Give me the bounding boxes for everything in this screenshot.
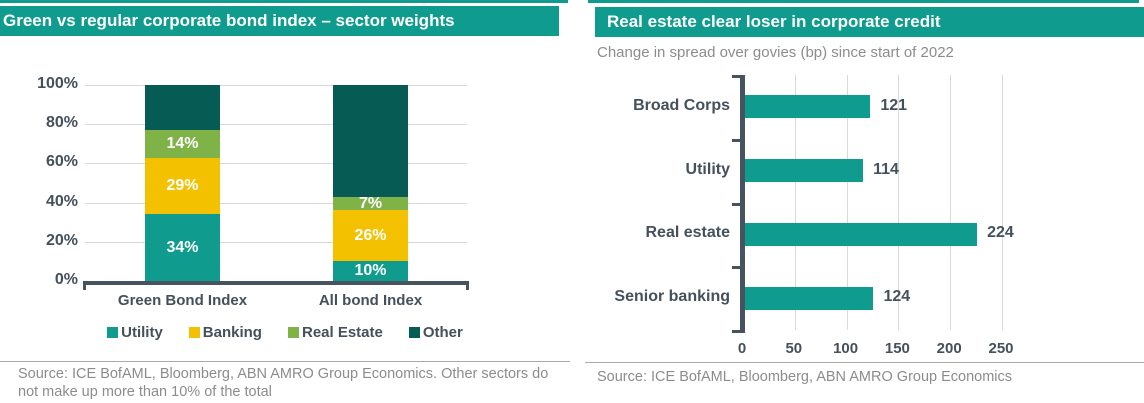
x-tick-label: 100 <box>833 340 859 357</box>
bar-segment <box>333 85 408 197</box>
gridline <box>85 163 467 165</box>
gridline <box>898 75 900 330</box>
gridline <box>85 202 467 204</box>
category-label: Real estate <box>645 224 731 242</box>
x-tick-label: 250 <box>988 340 1014 357</box>
right-panel: Real estate clear loser in corporate cre… <box>585 0 1144 403</box>
axis-tick <box>732 75 740 78</box>
legend: Utility Banking Real Estate Other <box>0 322 570 342</box>
x-tick-label: 0 <box>737 340 747 357</box>
bar-segment <box>145 214 220 281</box>
legend-item: Utility <box>107 324 163 341</box>
left-source-note: Source: ICE BofAML, Bloomberg, ABN AMRO … <box>18 366 549 400</box>
legend-item: Banking <box>188 323 262 341</box>
right-chart-subtitle: Change in spread over govies (bp) since … <box>597 44 954 61</box>
bar-segment <box>145 157 220 215</box>
segment-label: 7% <box>358 194 383 212</box>
bar-segment <box>333 210 408 262</box>
plot-area: 34% 29% 14% 10% 26% 7% <box>85 85 467 281</box>
right-source-note: Source: ICE BofAML, Bloomberg, ABN AMRO … <box>597 369 1013 385</box>
legend-label: Real Estate <box>301 323 383 341</box>
axis-tick <box>732 330 740 333</box>
y-tick-label: 40% <box>45 192 78 210</box>
axis-tick <box>732 202 740 206</box>
right-divider <box>585 362 1144 363</box>
gridline <box>85 124 467 126</box>
left-divider <box>0 361 570 362</box>
segment-label: 26% <box>354 226 387 244</box>
right-chart-title: Real estate clear loser in corporate cre… <box>595 7 1144 37</box>
x-axis-line <box>83 281 469 285</box>
segment-label: 14% <box>166 134 199 152</box>
legend-swatch <box>287 326 299 338</box>
bar <box>745 159 864 183</box>
bar <box>745 286 874 310</box>
legend-label: Banking <box>202 323 262 341</box>
y-tick-label: 60% <box>45 153 78 171</box>
bar-segment <box>145 85 220 131</box>
bar <box>745 95 871 119</box>
gridline <box>950 75 952 330</box>
horizontal-bar-chart: 0 50 100 150 200 250 121 Broad Corps 114 Utility 2… <box>585 70 1144 360</box>
axis-end-tick <box>466 281 469 290</box>
segment-label: 10% <box>354 262 387 280</box>
gridline <box>794 75 796 330</box>
x-category-label: All bond Index <box>318 292 423 309</box>
x-tick-label: 50 <box>785 340 803 357</box>
gridline <box>846 75 848 330</box>
axis-end-tick <box>83 281 86 290</box>
legend-label: Utility <box>121 323 163 341</box>
value-label: 121 <box>880 96 908 114</box>
gridline <box>85 241 467 243</box>
y-tick-label: 80% <box>45 114 78 132</box>
gridline <box>85 85 467 86</box>
axis-tick <box>732 266 740 270</box>
stacked-bar-chart: 34% 29% 14% 10% 26% 7% 0% 20% 40% 60% 80% 100% Green… <box>0 40 570 320</box>
x-tick-label: 150 <box>884 340 910 357</box>
bar <box>745 222 978 246</box>
left-panel: Green vs regular corporate bond index – … <box>0 0 570 403</box>
left-top-rule <box>0 0 568 3</box>
bar-segment <box>333 196 408 211</box>
category-label: Utility <box>685 160 730 178</box>
bar-segment <box>145 130 220 158</box>
category-label: Broad Corps <box>633 96 730 114</box>
value-label: 224 <box>987 224 1014 242</box>
legend-swatch <box>188 326 200 338</box>
legend-swatch <box>107 326 119 338</box>
x-category-label: Green Bond Index <box>117 292 248 309</box>
right-top-rule <box>588 0 1139 3</box>
bar-segment <box>333 261 408 281</box>
legend-swatch <box>408 326 420 338</box>
value-label: 124 <box>883 288 911 306</box>
y-axis-line <box>740 75 745 333</box>
y-tick-label: 0% <box>54 271 78 288</box>
value-label: 114 <box>873 160 899 178</box>
axis-tick <box>732 138 740 142</box>
x-tick-label: 200 <box>936 340 962 357</box>
legend-label: Other <box>422 323 463 341</box>
segment-label: 29% <box>166 176 199 194</box>
legend-item: Real Estate <box>287 323 383 341</box>
segment-label: 34% <box>166 238 199 256</box>
y-tick-label: 100% <box>37 75 78 92</box>
category-label: Senior banking <box>614 288 730 306</box>
left-chart-title: Green vs regular corporate bond index – … <box>0 6 559 36</box>
y-tick-label: 20% <box>45 231 78 249</box>
legend-item: Other <box>408 323 463 341</box>
gridline <box>1002 75 1003 330</box>
